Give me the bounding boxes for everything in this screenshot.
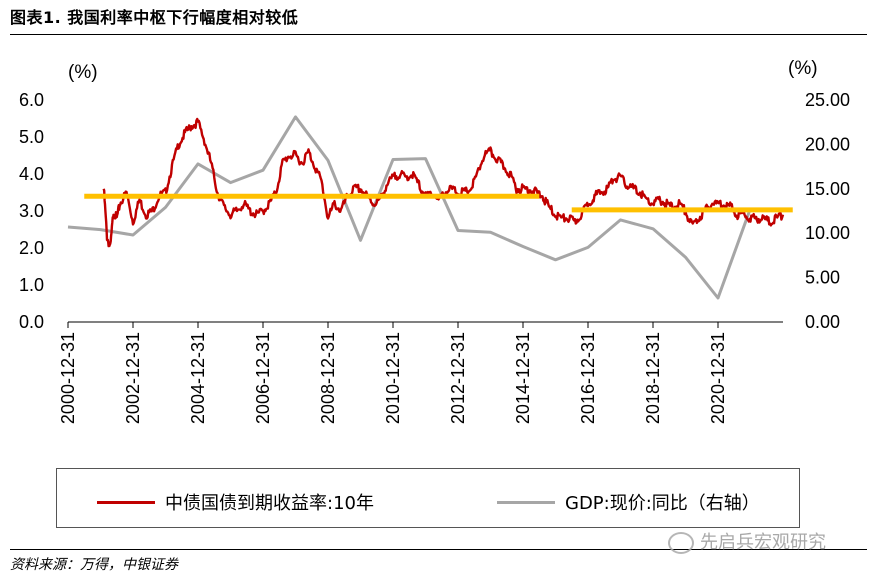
right-tick-label: 15.00 [805, 179, 850, 199]
x-tick-label: 2016-12-31 [578, 332, 598, 424]
plot-area: 0.0 1.0 2.0 3.0 4.0 5.0 6.0 0.00 5.00 10.00 15.00 2… [19, 90, 850, 424]
legend: 中债国债到期收益率:10年 GDP:现价:同比（右轴） [56, 468, 800, 528]
legend-item-gdp: GDP:现价:同比（右轴） [497, 489, 760, 515]
right-tick-label: 0.00 [805, 312, 840, 332]
legend-swatch-bond [97, 500, 155, 504]
watermark: 先启兵宏观研究 [668, 528, 826, 554]
right-tick-label: 5.00 [805, 268, 840, 288]
wechat-icon [668, 532, 694, 554]
legend-swatch-gdp [497, 500, 555, 504]
bond-series-line [102, 117, 785, 248]
right-tick-label: 20.00 [805, 134, 850, 154]
legend-label-gdp: GDP:现价:同比（右轴） [565, 493, 760, 514]
source-note: 资料来源：万得，中银证券 [10, 557, 178, 573]
chart-marks [67, 115, 793, 300]
x-tick-label: 2018-12-31 [643, 332, 663, 424]
left-tick-label: 4.0 [19, 164, 44, 184]
left-tick-label: 5.0 [19, 127, 44, 147]
legend-item-bond: 中债国债到期收益率:10年 [97, 489, 374, 515]
x-tick-label: 2002-12-31 [123, 332, 143, 424]
watermark-text: 先启兵宏观研究 [700, 532, 826, 553]
left-axis-unit: (%) [68, 62, 98, 83]
right-tick-label: 10.00 [805, 223, 850, 243]
x-tick-label: 2014-12-31 [513, 332, 533, 424]
figure-title: 图表1. 我国利率中枢下行幅度相对较低 [10, 8, 299, 27]
x-tick-label: 2004-12-31 [188, 332, 208, 424]
legend-label-bond: 中债国债到期收益率:10年 [165, 493, 374, 514]
title-rule [10, 34, 867, 35]
right-axis-unit: (%) [788, 58, 818, 79]
x-tick-label: 2006-12-31 [253, 332, 273, 424]
left-tick-label: 6.0 [19, 90, 44, 110]
x-tick-label: 2010-12-31 [383, 332, 403, 424]
source-rule [10, 549, 867, 550]
right-tick-label: 25.00 [805, 90, 850, 110]
x-tick-label: 2012-12-31 [448, 332, 468, 424]
left-tick-label: 2.0 [19, 238, 44, 258]
left-tick-label: 3.0 [19, 201, 44, 221]
x-tick-label: 2008-12-31 [318, 332, 338, 424]
left-tick-label: 0.0 [19, 312, 44, 332]
gdp-series-line [67, 115, 752, 300]
x-tick-label: 2000-12-31 [58, 332, 78, 424]
left-tick-label: 1.0 [19, 275, 44, 295]
x-tick-label: 2020-12-31 [708, 332, 728, 424]
